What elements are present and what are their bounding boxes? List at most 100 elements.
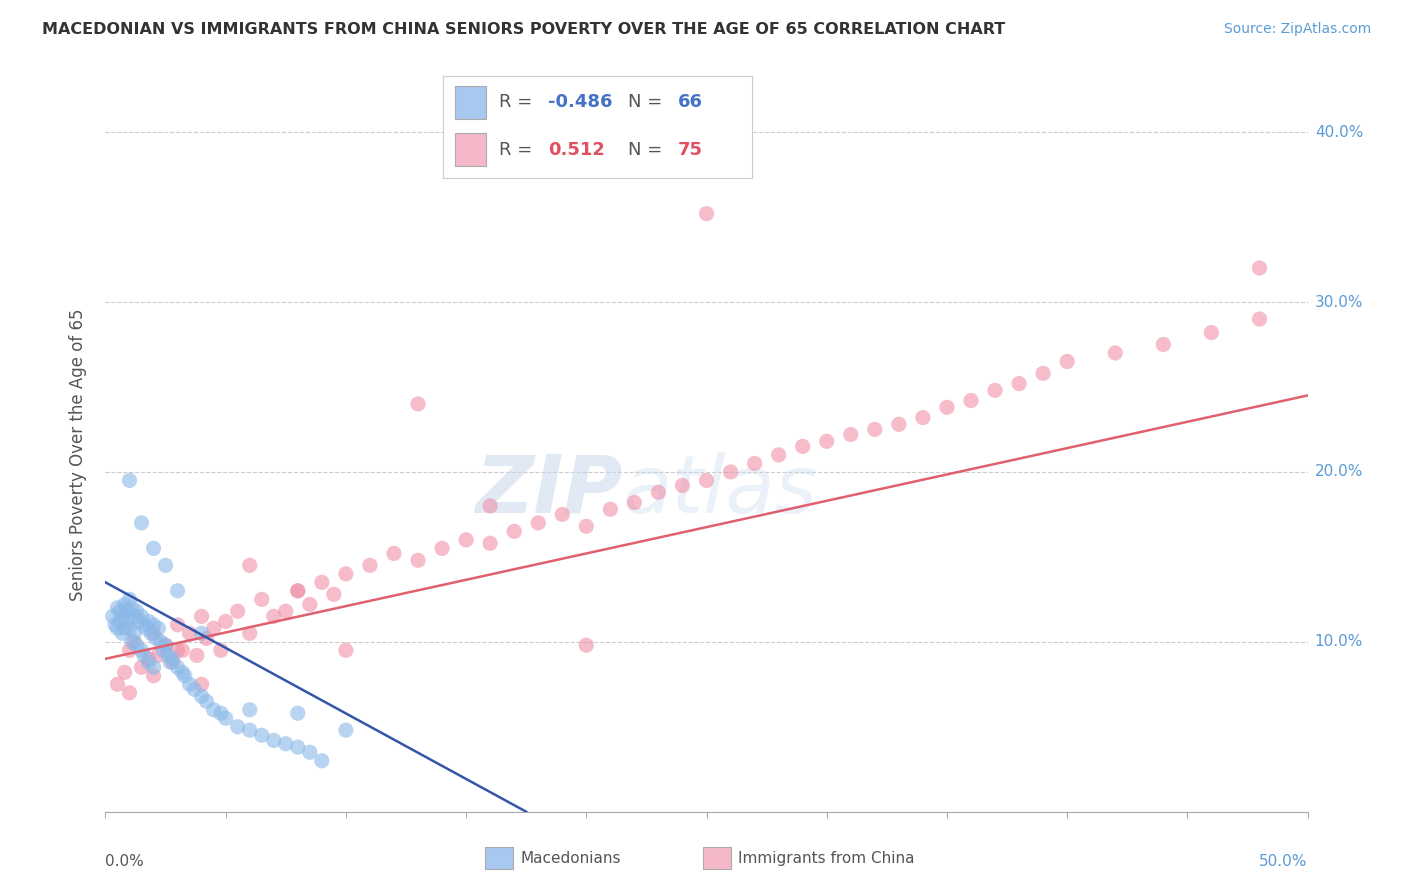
Point [226, 604, 249, 618]
Point [101, 609, 124, 624]
Text: 20.0%: 20.0% [1315, 465, 1364, 479]
Point [121, 635, 143, 649]
Point [162, 652, 184, 666]
Point [1152, 337, 1174, 351]
Point [454, 533, 477, 547]
Point [1201, 326, 1223, 340]
Point [173, 669, 195, 683]
Point [1056, 354, 1078, 368]
Text: N =: N = [628, 141, 668, 159]
Point [190, 677, 212, 691]
Point [575, 638, 598, 652]
Point [125, 638, 148, 652]
Point [671, 478, 693, 492]
Point [107, 621, 129, 635]
Point [503, 524, 526, 539]
Point [183, 682, 205, 697]
Point [406, 397, 429, 411]
Point [166, 617, 188, 632]
Point [128, 615, 150, 629]
Point [107, 600, 129, 615]
Text: N =: N = [628, 94, 668, 112]
Point [696, 207, 718, 221]
Point [142, 626, 165, 640]
Text: Immigrants from China: Immigrants from China [738, 851, 915, 865]
Point [142, 617, 165, 632]
Point [148, 648, 170, 663]
Point [1008, 376, 1031, 391]
Point [118, 621, 141, 635]
Bar [456, 87, 486, 119]
Text: 0.0%: 0.0% [105, 855, 145, 869]
Text: Source: ZipAtlas.com: Source: ZipAtlas.com [1223, 22, 1371, 37]
Point [142, 660, 165, 674]
Point [132, 617, 155, 632]
Point [132, 648, 155, 663]
Text: Macedonians: Macedonians [520, 851, 620, 865]
Point [287, 583, 309, 598]
Point [138, 655, 160, 669]
Point [287, 583, 309, 598]
Point [111, 626, 134, 640]
Text: 30.0%: 30.0% [1315, 294, 1364, 310]
Y-axis label: Seniors Poverty Over the Age of 65: Seniors Poverty Over the Age of 65 [69, 309, 87, 601]
Point [195, 694, 218, 708]
Point [115, 615, 138, 629]
Point [166, 583, 188, 598]
Point [135, 621, 157, 635]
Point [298, 745, 321, 759]
Bar [456, 133, 486, 166]
Point [479, 499, 502, 513]
Point [111, 609, 134, 624]
Point [155, 638, 177, 652]
Point [152, 643, 174, 657]
Point [149, 635, 172, 649]
Point [322, 587, 344, 601]
Point [298, 598, 321, 612]
Text: ZIP: ZIP [475, 451, 623, 530]
Point [311, 575, 333, 590]
Point [145, 632, 167, 646]
Point [139, 626, 162, 640]
Point [1249, 260, 1271, 275]
Text: 10.0%: 10.0% [1315, 634, 1364, 649]
Point [131, 516, 153, 530]
Point [406, 553, 429, 567]
Point [195, 632, 218, 646]
Point [124, 626, 146, 640]
Text: 50.0%: 50.0% [1260, 855, 1308, 869]
Point [190, 609, 212, 624]
Point [263, 733, 285, 747]
Point [863, 422, 886, 436]
Point [125, 604, 148, 618]
Point [984, 384, 1007, 398]
Text: atlas: atlas [623, 451, 817, 530]
Point [960, 393, 983, 408]
Point [214, 615, 236, 629]
Point [121, 600, 143, 615]
Point [335, 723, 357, 738]
Point [575, 519, 598, 533]
Point [839, 427, 862, 442]
Text: 66: 66 [678, 94, 703, 112]
Text: MACEDONIAN VS IMMIGRANTS FROM CHINA SENIORS POVERTY OVER THE AGE OF 65 CORRELATI: MACEDONIAN VS IMMIGRANTS FROM CHINA SENI… [42, 22, 1005, 37]
Text: R =: R = [499, 94, 537, 112]
Point [142, 541, 165, 556]
Point [114, 621, 136, 635]
Point [162, 655, 184, 669]
Point [239, 558, 262, 573]
Point [166, 660, 188, 674]
Point [226, 720, 249, 734]
Point [430, 541, 453, 556]
Point [527, 516, 550, 530]
Point [107, 677, 129, 691]
Point [114, 665, 136, 680]
Point [131, 660, 153, 674]
Point [239, 626, 262, 640]
Text: -0.486: -0.486 [548, 94, 613, 112]
Text: 40.0%: 40.0% [1315, 125, 1364, 140]
Text: R =: R = [499, 141, 537, 159]
Point [172, 665, 194, 680]
Point [138, 652, 160, 666]
Point [115, 604, 138, 618]
